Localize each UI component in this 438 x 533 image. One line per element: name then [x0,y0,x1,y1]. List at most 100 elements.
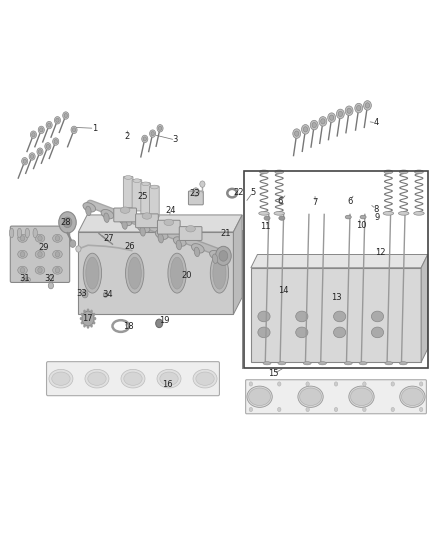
Circle shape [54,117,60,124]
Circle shape [39,128,43,132]
Circle shape [142,135,148,143]
Circle shape [82,290,88,298]
Circle shape [219,251,228,261]
Circle shape [81,313,83,316]
Ellipse shape [86,257,99,289]
Circle shape [20,236,25,241]
Ellipse shape [86,206,91,215]
Text: 11: 11 [260,222,271,231]
Text: 8: 8 [374,205,379,214]
Circle shape [334,407,338,411]
Circle shape [38,236,42,241]
Ellipse shape [124,175,132,179]
Text: 7: 7 [312,198,318,207]
Circle shape [29,153,35,160]
Ellipse shape [371,327,384,338]
Circle shape [47,123,51,127]
Text: 6: 6 [347,197,353,206]
Circle shape [391,407,395,411]
Ellipse shape [296,327,308,338]
Circle shape [38,126,44,134]
Polygon shape [251,254,427,268]
Ellipse shape [209,251,222,260]
FancyBboxPatch shape [136,214,158,228]
Circle shape [32,133,35,136]
Ellipse shape [124,372,142,385]
Text: 34: 34 [102,290,113,299]
Ellipse shape [10,228,14,238]
Circle shape [334,382,338,386]
Circle shape [310,120,318,130]
Circle shape [347,108,351,114]
Ellipse shape [137,223,150,232]
Ellipse shape [191,244,204,253]
Circle shape [306,407,309,411]
Circle shape [46,122,52,129]
Ellipse shape [170,257,184,289]
Text: 9: 9 [374,213,380,222]
Circle shape [355,103,363,113]
Text: 19: 19 [159,316,170,325]
Ellipse shape [53,251,62,259]
Ellipse shape [385,362,393,365]
Circle shape [391,382,395,386]
Ellipse shape [53,235,62,243]
Ellipse shape [164,219,173,225]
Ellipse shape [176,240,181,250]
Circle shape [420,407,423,411]
Ellipse shape [196,372,214,385]
Ellipse shape [119,216,132,225]
Text: 26: 26 [125,242,135,251]
Ellipse shape [35,235,45,243]
Text: 24: 24 [166,206,176,215]
Text: 3: 3 [173,135,178,144]
Ellipse shape [25,228,29,238]
Ellipse shape [318,362,326,365]
FancyBboxPatch shape [46,362,219,395]
Circle shape [30,131,36,139]
Circle shape [82,311,94,326]
Ellipse shape [371,311,384,322]
Ellipse shape [121,369,145,388]
Circle shape [306,382,309,386]
Text: 31: 31 [19,273,30,282]
Circle shape [319,117,327,126]
Ellipse shape [126,253,144,293]
Circle shape [23,159,26,163]
Ellipse shape [85,369,109,388]
Circle shape [87,326,89,329]
Ellipse shape [88,372,106,385]
Circle shape [312,123,316,128]
Circle shape [328,113,336,123]
Circle shape [71,126,77,134]
Ellipse shape [249,388,271,406]
Circle shape [200,181,205,187]
Ellipse shape [384,170,393,174]
Ellipse shape [21,277,30,282]
Ellipse shape [344,362,352,365]
Circle shape [48,276,53,282]
Circle shape [295,131,299,136]
Circle shape [48,282,53,289]
Text: 14: 14 [279,286,289,295]
Ellipse shape [275,170,284,174]
Text: 10: 10 [356,221,367,230]
Ellipse shape [334,311,346,322]
Ellipse shape [18,266,27,274]
Circle shape [364,101,371,110]
Ellipse shape [399,362,407,365]
Ellipse shape [264,216,270,220]
Circle shape [215,246,231,265]
Text: 4: 4 [374,118,379,127]
Circle shape [21,158,28,165]
Circle shape [303,127,307,132]
Circle shape [20,252,25,257]
FancyBboxPatch shape [188,191,203,205]
Ellipse shape [399,212,409,215]
Text: 33: 33 [76,288,87,297]
Ellipse shape [35,266,45,274]
Circle shape [38,268,42,273]
Circle shape [20,268,25,273]
Ellipse shape [83,203,95,212]
Ellipse shape [359,362,367,365]
